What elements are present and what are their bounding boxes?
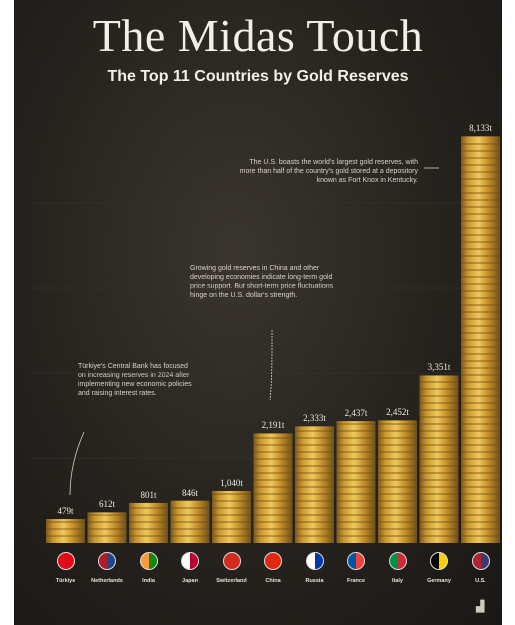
country-label: China: [265, 578, 281, 584]
value-label: 1,040t: [220, 478, 243, 488]
value-label: 801t: [140, 489, 157, 500]
country-label: Türkiye: [55, 578, 76, 584]
annotation-china-connector: [269, 330, 273, 401]
chart-subtitle: The Top 11 Countries by Gold Reserves: [107, 68, 409, 85]
flag-icon: [347, 552, 365, 570]
bar-france: [336, 421, 376, 543]
bar-fill: [46, 519, 85, 543]
country-label: Switzerland: [216, 578, 247, 584]
bar-chart: [32, 136, 500, 543]
annotation-us-text: The U.S. boasts the world's largest gold…: [239, 159, 418, 184]
flag-icon: [222, 552, 241, 570]
country-label: France: [346, 578, 366, 584]
bar-china: [253, 433, 293, 543]
bar-fill: [253, 433, 293, 543]
annotation-turkiye-text: Türkiye's Central Bank has focused on in…: [78, 363, 192, 397]
country-label: India: [142, 578, 155, 584]
value-label: 846t: [181, 487, 198, 498]
infographic-poster: The Midas Touch The Top 11 Countries by …: [14, 0, 502, 625]
annotation-china: Growing gold reserves in China and other…: [190, 264, 348, 302]
bar-japan: [170, 500, 210, 543]
country-label: Netherlands: [91, 578, 123, 584]
country-label: Russia: [305, 578, 324, 584]
country-label: U.S.: [475, 578, 486, 584]
flag-icon: [98, 552, 116, 570]
value-label: 2,333t: [303, 413, 326, 424]
bar-switzerland: [212, 491, 251, 543]
bar-germany: [419, 375, 459, 543]
flag-icon: [264, 552, 282, 570]
bar-india: [129, 502, 168, 543]
flag-icon: [305, 552, 324, 570]
chart-title: The Midas Touch: [92, 10, 424, 61]
value-label: 2,191t: [261, 420, 285, 431]
bar-fill: [212, 491, 251, 543]
flag-icon: [471, 552, 490, 570]
bar-netherlands: [87, 512, 127, 543]
flag-icon: [181, 552, 199, 570]
country-label: Japan: [182, 578, 198, 584]
bar-fill: [129, 502, 168, 543]
value-label: 8,133t: [469, 123, 492, 134]
flag-icon: [430, 552, 448, 570]
annotation-us: The U.S. boasts the world's largest gold…: [234, 158, 418, 185]
country-label: Germany: [427, 578, 451, 584]
value-label: 479t: [57, 506, 74, 517]
value-label: 2,437t: [344, 408, 368, 419]
bar-u-s: [461, 136, 500, 543]
flag-icon: [388, 552, 407, 570]
bar-t-rkiye: [46, 519, 85, 543]
annotation-turkiye: Türkiye's Central Bank has focused on in…: [78, 362, 196, 400]
bar-fill: [378, 420, 417, 543]
annotation-china-text: Growing gold reserves in China and other…: [190, 265, 334, 299]
bar-russia: [295, 426, 334, 543]
flag-icon: [56, 552, 75, 570]
value-label: 3,351t: [427, 362, 451, 373]
flag-icon: [139, 552, 158, 570]
annotation-turkiye-connector: [69, 431, 85, 496]
publisher-logo-icon: ▟: [476, 600, 485, 613]
bar-fill: [87, 512, 127, 543]
bar-italy: [378, 420, 417, 543]
value-label: 2,452t: [386, 407, 409, 418]
country-label: Italy: [391, 578, 403, 584]
value-label: 612t: [98, 499, 115, 510]
bar-fill: [336, 421, 376, 543]
bar-fill: [295, 426, 334, 543]
